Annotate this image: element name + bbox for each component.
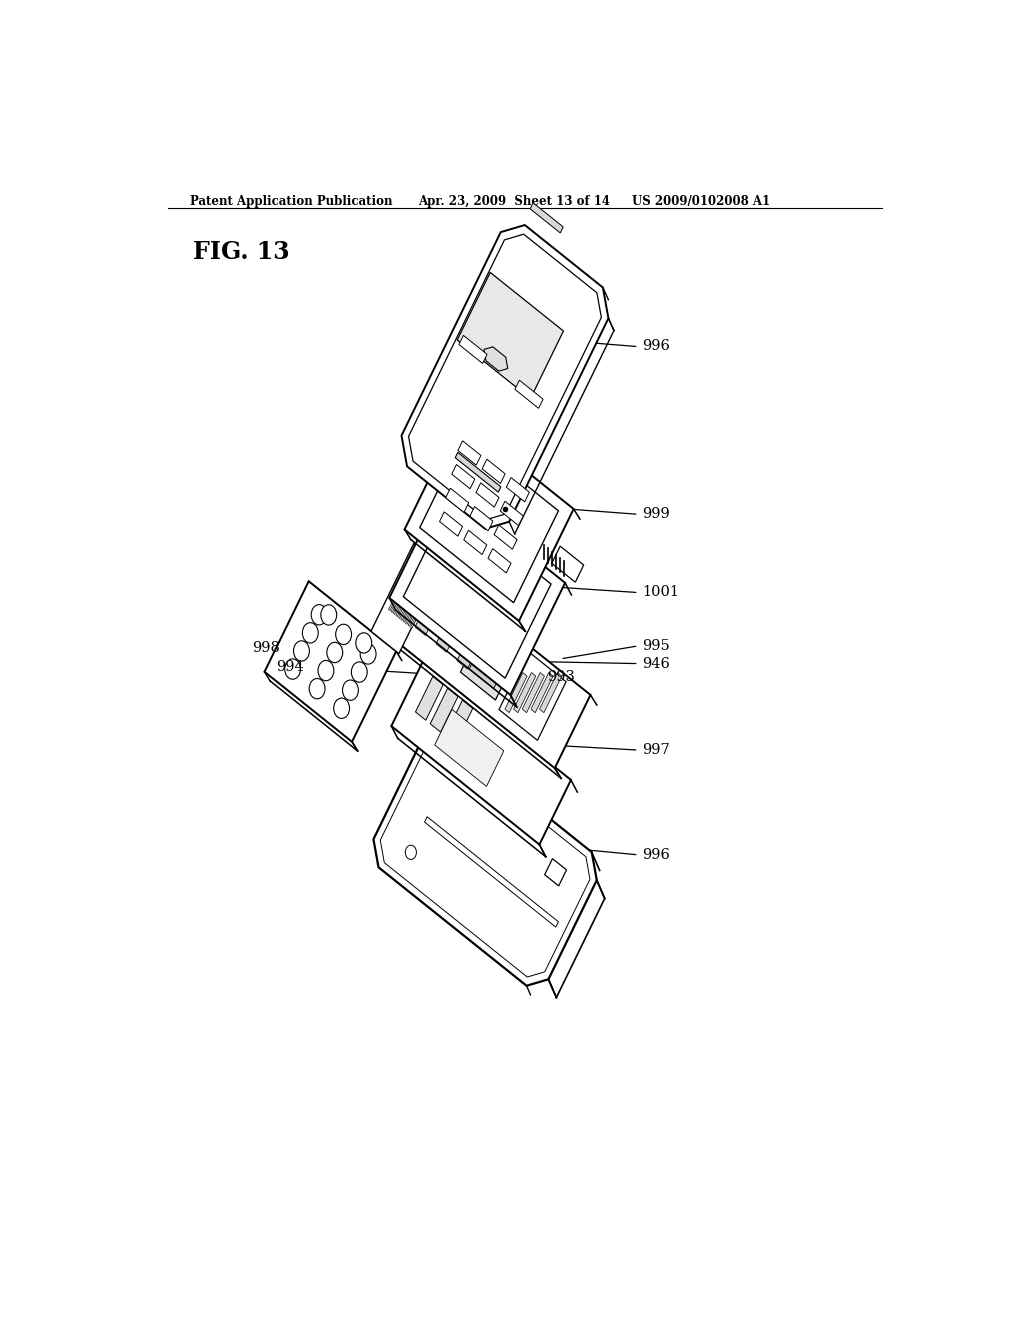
Circle shape <box>327 643 343 663</box>
Polygon shape <box>385 746 583 966</box>
Polygon shape <box>499 651 566 741</box>
Text: Apr. 23, 2009  Sheet 13 of 14: Apr. 23, 2009 Sheet 13 of 14 <box>418 195 609 209</box>
Circle shape <box>294 640 309 661</box>
Polygon shape <box>380 742 590 977</box>
Text: FIG. 13: FIG. 13 <box>194 240 290 264</box>
Polygon shape <box>404 417 573 620</box>
Polygon shape <box>434 709 504 787</box>
Circle shape <box>360 644 376 664</box>
Circle shape <box>285 659 301 680</box>
Polygon shape <box>400 582 420 620</box>
Circle shape <box>321 605 337 626</box>
Polygon shape <box>389 486 565 694</box>
Polygon shape <box>409 234 601 520</box>
Polygon shape <box>411 590 430 628</box>
Circle shape <box>351 661 368 682</box>
Text: 997: 997 <box>642 743 670 756</box>
Circle shape <box>355 632 372 653</box>
Polygon shape <box>505 672 527 713</box>
Text: 995: 995 <box>642 639 670 653</box>
Polygon shape <box>456 453 501 492</box>
Polygon shape <box>530 672 553 713</box>
Polygon shape <box>439 512 463 536</box>
Polygon shape <box>380 554 591 768</box>
Polygon shape <box>459 335 487 363</box>
Text: 998: 998 <box>253 642 281 655</box>
Polygon shape <box>398 581 418 619</box>
Circle shape <box>336 624 351 644</box>
Polygon shape <box>452 465 475 488</box>
Circle shape <box>309 678 325 698</box>
Polygon shape <box>403 503 551 678</box>
Polygon shape <box>457 627 483 669</box>
Polygon shape <box>495 525 517 549</box>
Polygon shape <box>514 672 536 713</box>
Polygon shape <box>461 618 522 700</box>
Polygon shape <box>470 507 493 531</box>
Text: 996: 996 <box>642 847 670 862</box>
Polygon shape <box>476 483 499 507</box>
Polygon shape <box>484 347 508 371</box>
Circle shape <box>318 660 334 681</box>
Polygon shape <box>506 478 529 502</box>
Polygon shape <box>540 672 562 713</box>
Polygon shape <box>545 858 566 886</box>
Text: 996: 996 <box>642 339 670 354</box>
Polygon shape <box>264 581 396 742</box>
Circle shape <box>342 680 358 701</box>
Text: 994: 994 <box>276 660 304 673</box>
Polygon shape <box>445 488 469 512</box>
Polygon shape <box>458 272 563 399</box>
Polygon shape <box>393 577 413 615</box>
Polygon shape <box>371 544 441 653</box>
Polygon shape <box>552 546 584 582</box>
Polygon shape <box>436 611 463 652</box>
Polygon shape <box>530 203 563 232</box>
Polygon shape <box>391 661 571 845</box>
Circle shape <box>406 845 417 859</box>
Polygon shape <box>522 672 545 713</box>
Circle shape <box>311 605 327 624</box>
Text: 1001: 1001 <box>642 585 679 599</box>
Polygon shape <box>416 676 443 721</box>
Polygon shape <box>374 734 597 986</box>
Polygon shape <box>406 586 425 624</box>
Polygon shape <box>401 224 608 529</box>
Circle shape <box>302 623 318 643</box>
Polygon shape <box>488 549 511 573</box>
Text: US 2009/0102008 A1: US 2009/0102008 A1 <box>632 195 770 209</box>
Polygon shape <box>403 585 423 623</box>
Polygon shape <box>391 574 411 612</box>
Polygon shape <box>415 594 441 635</box>
Text: 993: 993 <box>547 669 574 684</box>
Polygon shape <box>501 502 523 525</box>
Text: 946: 946 <box>642 656 670 671</box>
Polygon shape <box>396 578 415 616</box>
Polygon shape <box>430 688 458 733</box>
Polygon shape <box>445 700 473 744</box>
Polygon shape <box>420 436 558 603</box>
Polygon shape <box>464 531 486 554</box>
Polygon shape <box>408 589 427 626</box>
Polygon shape <box>425 817 558 927</box>
Polygon shape <box>469 628 513 689</box>
Circle shape <box>334 698 349 718</box>
Text: Patent Application Publication: Patent Application Publication <box>189 195 392 209</box>
Polygon shape <box>515 380 543 408</box>
Text: 999: 999 <box>642 507 670 521</box>
Polygon shape <box>458 441 481 465</box>
Polygon shape <box>482 459 505 483</box>
Polygon shape <box>388 573 408 611</box>
